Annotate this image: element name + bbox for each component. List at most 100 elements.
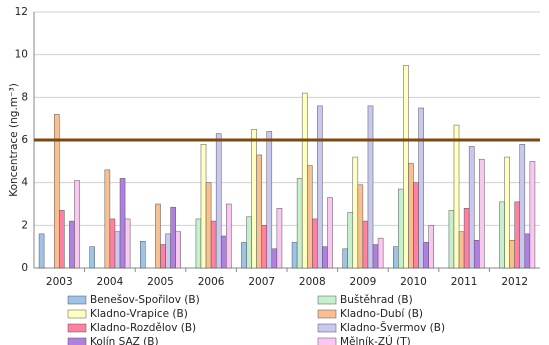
legend-label: Kladno-Švermov (B) [340, 321, 445, 334]
bar [367, 105, 374, 269]
bar [210, 220, 217, 269]
bar [418, 107, 424, 269]
x-tick-label: 2011 [451, 276, 478, 288]
y-tick-label: 8 [21, 91, 28, 103]
legend-swatch [67, 295, 87, 305]
bar [215, 133, 222, 269]
bar [306, 165, 313, 269]
bar [53, 114, 60, 269]
bar [119, 178, 126, 269]
bar [200, 144, 207, 269]
bar [393, 246, 399, 269]
legend-swatch [317, 295, 337, 305]
bar [317, 105, 323, 269]
y-tick-label: 6 [21, 134, 28, 146]
bar [423, 242, 429, 269]
bar [291, 242, 298, 269]
bar [403, 65, 409, 269]
bar [357, 184, 364, 269]
bar [266, 131, 273, 269]
bar [69, 220, 75, 269]
legend-swatch [67, 337, 87, 345]
bar [296, 178, 303, 269]
bar [170, 206, 176, 269]
bar [398, 188, 404, 269]
x-tick-label: 2010 [400, 276, 427, 288]
bar [473, 240, 480, 269]
bar [175, 231, 181, 269]
bar [479, 158, 485, 269]
bar [458, 231, 465, 269]
bar [226, 203, 232, 269]
x-tick-label: 2009 [350, 276, 377, 288]
bar [276, 208, 283, 269]
bar [413, 182, 419, 269]
x-tick-label: 2007 [248, 276, 275, 288]
bar [362, 220, 369, 269]
bar [428, 225, 434, 269]
bar [463, 208, 470, 269]
y-tick-label: 2 [21, 219, 28, 231]
legend-swatch [317, 323, 337, 333]
bar [453, 124, 460, 269]
bar [271, 248, 278, 269]
y-axis-label: Koncentrace (ng.m⁻³) [8, 83, 20, 197]
bar [256, 154, 262, 269]
bar [301, 92, 308, 269]
bar [342, 248, 348, 269]
bar [104, 169, 111, 269]
bar [251, 129, 257, 269]
bar [205, 182, 212, 269]
bar [529, 161, 536, 269]
bar [312, 218, 318, 269]
legend-label: Kladno-Vrapice (B) [90, 308, 188, 320]
bar [352, 156, 359, 269]
bar [74, 180, 80, 269]
bar [372, 244, 379, 269]
legend-swatch [317, 337, 337, 345]
bar [155, 203, 161, 269]
bar [261, 225, 268, 269]
legend-swatch [67, 323, 87, 333]
bar [246, 216, 252, 269]
bar [448, 210, 455, 269]
bar [165, 233, 171, 269]
bar [59, 210, 65, 269]
bar [322, 246, 328, 269]
x-tick-label: 2012 [501, 276, 528, 288]
bar [519, 144, 526, 269]
x-tick-label: 2006 [198, 276, 225, 288]
bar [195, 218, 202, 269]
bar [347, 212, 354, 269]
bar [499, 201, 505, 269]
bar [327, 197, 333, 269]
y-tick-label: 4 [21, 177, 28, 189]
legend-label: Benešov-Spořilov (B) [90, 294, 200, 306]
bar [109, 218, 116, 269]
bar [160, 244, 166, 269]
legend-label: Kladno-Rozdělov (B) [90, 322, 196, 334]
legend-label: Kolín SAZ (B) [90, 336, 159, 345]
y-tick-label: 10 [15, 49, 28, 61]
legend-label: Mělník-ZÚ (T) [340, 335, 411, 345]
x-tick-label: 2004 [97, 276, 124, 288]
bar [468, 146, 475, 269]
bar [38, 233, 45, 269]
bar [140, 241, 146, 269]
x-tick-label: 2008 [299, 276, 326, 288]
legend-label: Kladno-Dubí (B) [340, 308, 423, 320]
y-tick-label: 0 [21, 262, 28, 274]
bar [377, 237, 384, 269]
bar [524, 233, 531, 269]
bar [241, 242, 247, 269]
bar [504, 156, 510, 269]
bar [509, 240, 515, 269]
legend-swatch [317, 309, 337, 319]
bar [408, 163, 414, 269]
bar [514, 201, 521, 269]
bar [114, 231, 121, 269]
bar [89, 246, 95, 269]
x-tick-label: 2003 [46, 276, 73, 288]
y-tick-label: 12 [15, 6, 28, 18]
